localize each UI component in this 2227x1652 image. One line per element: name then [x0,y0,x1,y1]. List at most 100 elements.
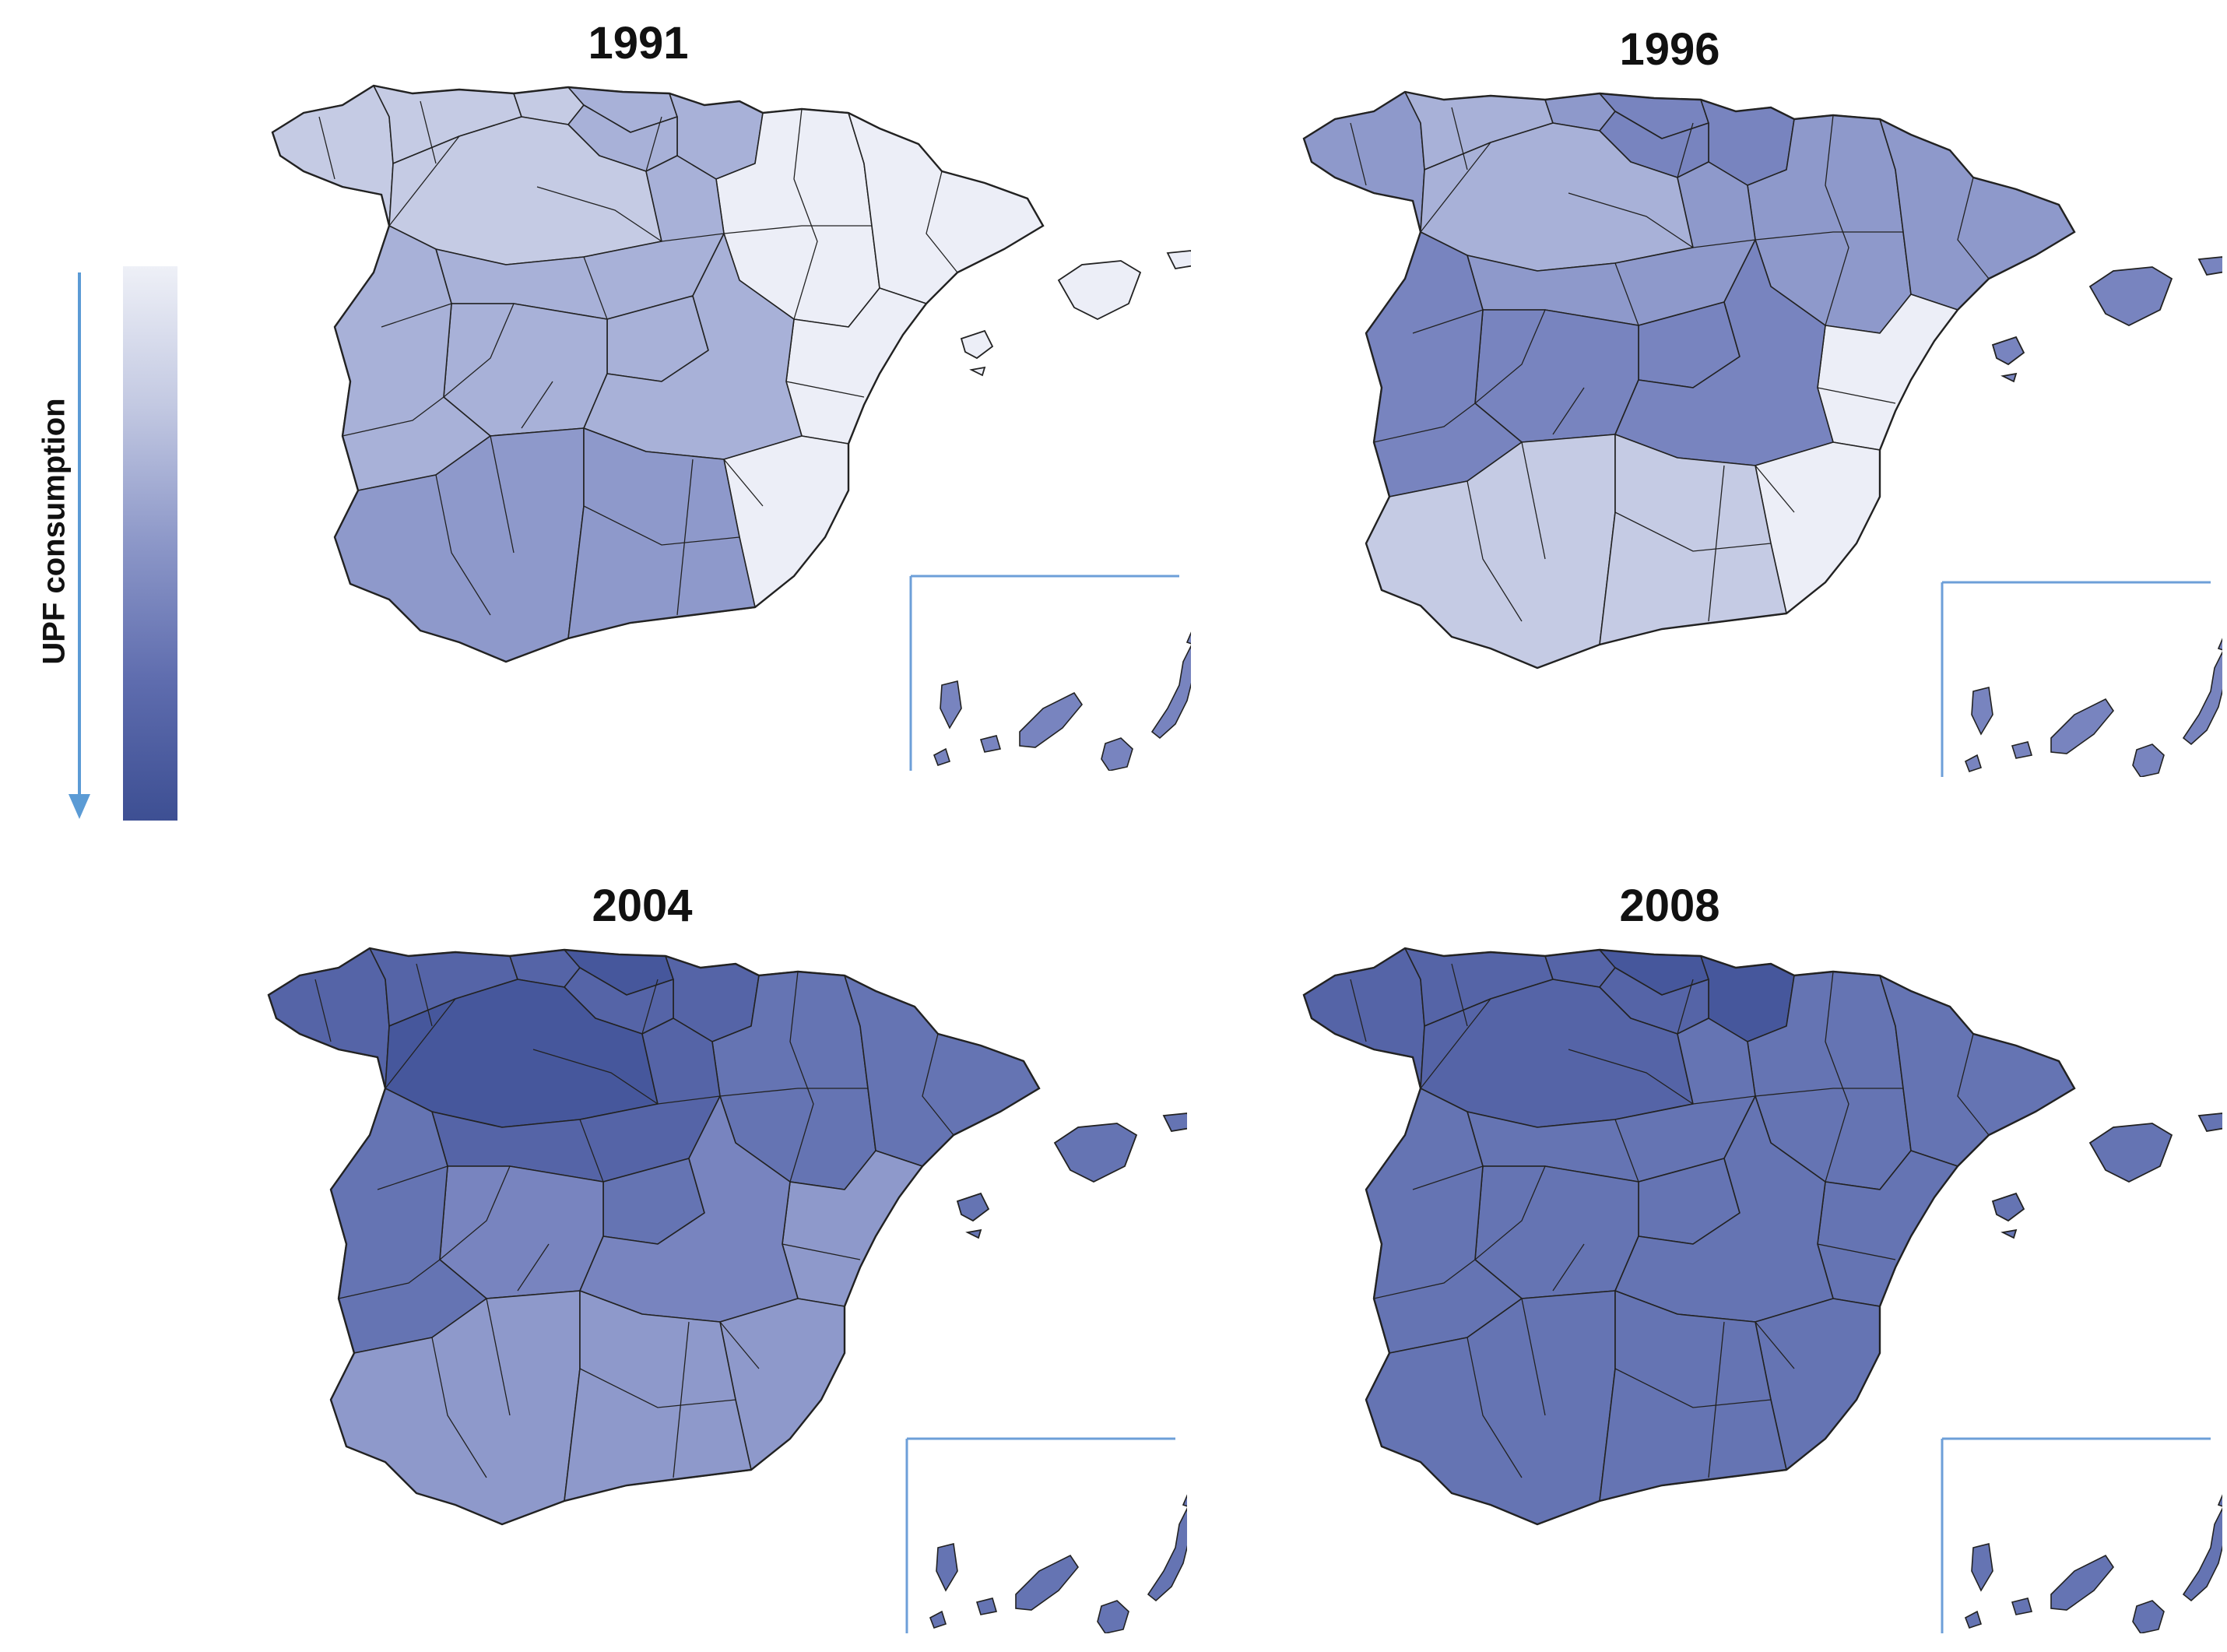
map-title-2: 1996 [1619,24,1720,75]
island-menorca [2197,256,2222,276]
province-border [1552,387,1585,435]
canary-island [2182,1507,2222,1602]
province-border [1474,1165,1546,1260]
island-formentera [965,1228,982,1239]
province-border [1817,387,1896,404]
coastline [1302,90,2076,670]
province-border [1708,465,1725,622]
region-catalonia [848,112,1044,304]
canary-island [2182,651,2222,746]
province-border [318,116,335,180]
province-border [645,116,662,172]
province-border [1817,1243,1896,1260]
province-border [1412,1165,1484,1190]
province-border [657,1095,721,1105]
province-border [536,186,662,242]
province-border [1614,511,1772,552]
canary-inset-frame [1941,581,2211,777]
province-border [1420,998,1491,1089]
province-border [641,979,659,1035]
province-border [381,303,452,328]
province-border [1708,1321,1725,1478]
province-border [583,256,608,320]
province-border [490,435,515,554]
canary-island [2132,743,2165,777]
island-formentera [2000,372,2018,383]
province-border [1755,1321,1795,1369]
province-border [1521,1298,1546,1416]
canary-inset-frame [909,575,1179,771]
province-border [338,1259,441,1299]
island-formentera [2000,1228,2018,1239]
province-border [723,225,872,234]
province-border [1420,142,1491,233]
province-border [1692,1095,1756,1105]
province-border [1412,309,1484,334]
province-border [1350,122,1367,186]
map-panel-1 [271,84,1191,771]
canary-island [2217,638,2222,651]
province-border [673,1321,690,1478]
province-border [1825,971,1849,1183]
province-border [1755,465,1795,513]
province-border [1614,1368,1772,1408]
island-mallorca [2088,266,2173,327]
canary-island [2011,741,2033,759]
canary-island [940,680,962,729]
legend [68,266,177,821]
province-border [1373,1259,1476,1299]
province-border [789,971,814,1183]
province-border [926,170,958,273]
province-border [532,1049,659,1105]
province-border [719,1088,868,1097]
province-border [583,505,740,546]
province-border [579,1368,736,1408]
province-border [1552,1243,1585,1292]
province-border [922,1033,954,1136]
province-border [1568,192,1694,248]
province-border [431,1337,487,1478]
canary-island [2217,1494,2222,1507]
island-ibiza [1991,1192,2025,1222]
province-border [420,100,437,164]
canary-island [1101,737,1133,771]
canary-island [929,1610,947,1629]
region-clm-w [443,303,608,437]
province-border [1677,122,1694,178]
canary-island [1964,754,1982,773]
canary-island [933,747,950,767]
province-border [314,979,332,1042]
province-border [385,998,456,1089]
coastline [271,84,1045,663]
canary-island [1147,1507,1187,1602]
province-border [388,135,460,227]
province-border [1467,480,1523,622]
island-ibiza [960,329,994,360]
province-border [1568,1049,1694,1105]
province-border [785,381,865,398]
province-border [416,963,433,1027]
province-border [1755,231,1903,241]
canary-island [2011,1598,2033,1615]
region-catalonia [1879,975,2075,1167]
island-menorca [1166,250,1191,269]
province-border [1373,402,1476,443]
coastline [267,947,1041,1526]
canary-island [1971,687,1993,736]
island-formentera [969,366,986,377]
province-border [1521,441,1546,560]
province-border [782,1243,861,1260]
province-border [661,233,725,242]
canary-island [975,1598,998,1615]
province-border [1614,1119,1639,1183]
province-border [579,1119,604,1183]
region-clm-w [1474,1165,1639,1299]
canary-island [936,1543,958,1592]
island-mallorca [1057,260,1142,321]
province-border [1451,107,1468,170]
legend-label: UPF consumption [37,398,72,665]
map-panel-2 [1302,90,2222,777]
canary-island [1186,631,1191,645]
province-border [719,1321,760,1369]
map-panel-3 [267,947,1187,1633]
